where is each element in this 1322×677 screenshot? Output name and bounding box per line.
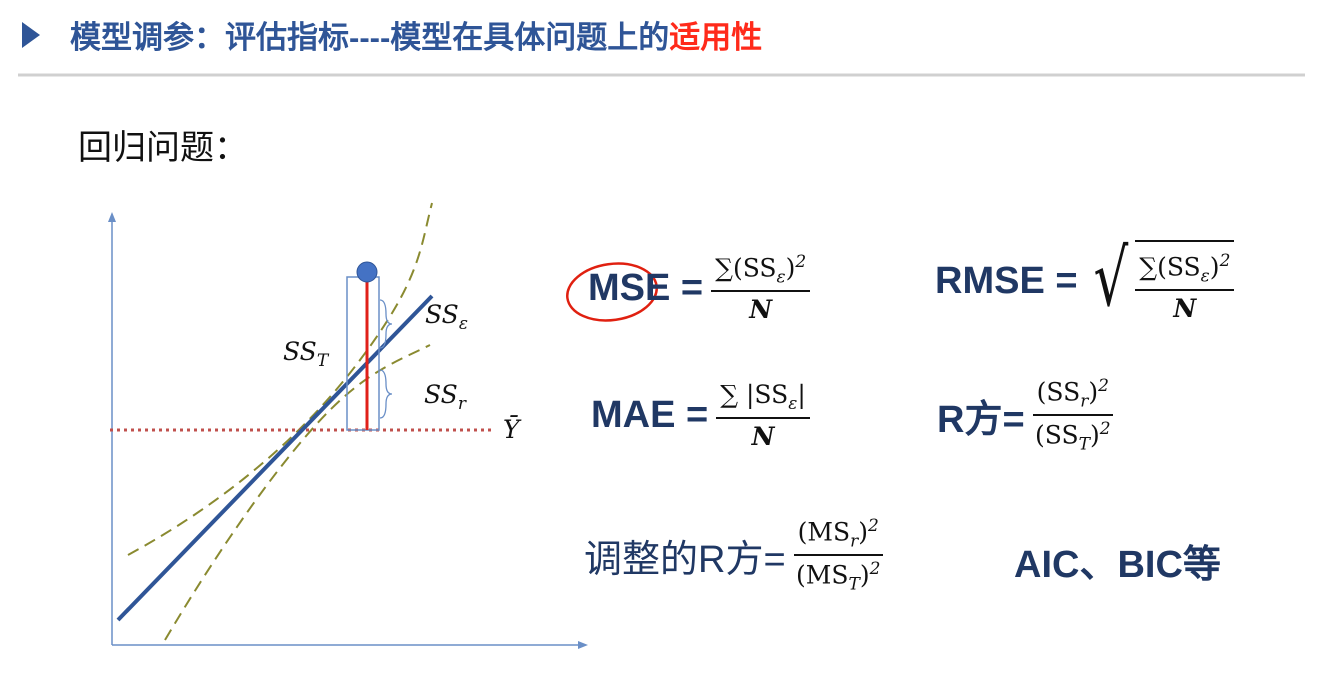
sqrt: √ ∑(SSε)2 N bbox=[1086, 240, 1235, 323]
formula-lhs: MSE = bbox=[588, 266, 704, 309]
label-ssr: SSr bbox=[424, 380, 466, 414]
segment: ) bbox=[858, 517, 869, 547]
fraction: ∑ |SSε| N bbox=[716, 380, 810, 451]
fraction: (MSr)2 (MST)2 bbox=[793, 516, 883, 595]
segment: (MS bbox=[796, 560, 849, 590]
formula-lhs: 调整的R方= bbox=[584, 538, 786, 581]
segment: T bbox=[848, 574, 860, 595]
title: 模型调参：评估指标----模型在具体问题上的适用性 bbox=[70, 12, 762, 57]
segment: ) bbox=[1209, 252, 1220, 281]
segment: 2 bbox=[1099, 419, 1111, 440]
segment: ε bbox=[776, 267, 786, 288]
segment: 2 bbox=[1098, 376, 1109, 396]
numerator: ∑ |SSε| bbox=[716, 380, 810, 419]
title-highlight: 适用性 bbox=[669, 20, 763, 55]
segment: ∑ |SS bbox=[720, 380, 789, 409]
segment: ) bbox=[859, 560, 870, 590]
note: AIC、BIC等 bbox=[1014, 544, 1221, 586]
segment: ε bbox=[788, 394, 798, 414]
segment: (SS bbox=[1036, 377, 1081, 407]
denominator: N bbox=[1173, 291, 1196, 323]
segment: SS bbox=[425, 300, 459, 329]
segment: ε bbox=[458, 314, 468, 334]
segment: N bbox=[751, 422, 775, 451]
segment: ∑(SS bbox=[1139, 252, 1201, 281]
marker bbox=[22, 22, 40, 48]
segment: SS bbox=[283, 337, 317, 366]
label-ybar: Ȳ bbox=[503, 415, 520, 444]
segment: ∑(SS bbox=[715, 253, 777, 283]
segment: (SS bbox=[1035, 420, 1079, 450]
formula-lhs: R方= bbox=[937, 398, 1025, 441]
segment: 2 bbox=[1219, 250, 1231, 271]
numerator: ∑(SSε)2 bbox=[711, 252, 811, 293]
segment: (MS bbox=[797, 517, 851, 547]
fraction: ∑(SSε)2 N bbox=[1135, 250, 1235, 323]
denominator: N bbox=[752, 419, 775, 451]
segment: 2 bbox=[795, 252, 807, 272]
radicand: ∑(SSε)2 N bbox=[1135, 240, 1235, 323]
radical: √ bbox=[1093, 234, 1128, 324]
formula-adj-r2: 调整的R方= (MSr)2 (MST)2 bbox=[584, 516, 883, 595]
formula-r2: R方= (SSr)2 (SST)2 bbox=[937, 376, 1113, 455]
segment: SS bbox=[424, 380, 458, 409]
segment: r bbox=[850, 531, 859, 552]
section-heading: 回归问题： bbox=[78, 129, 248, 167]
title-text: 模型调参：评估指标----模型在具体问题上的 bbox=[70, 20, 670, 55]
segment: T bbox=[1078, 434, 1090, 455]
segment: ) bbox=[785, 253, 796, 283]
denominator: (MST)2 bbox=[796, 556, 880, 594]
numerator: (MSr)2 bbox=[793, 516, 883, 557]
formula-rmse: RMSE = √ ∑(SSε)2 N bbox=[935, 240, 1235, 323]
segment: 2 bbox=[868, 516, 879, 536]
segment: ε bbox=[1200, 266, 1210, 286]
fraction: ∑(SSε)2 N bbox=[711, 252, 811, 324]
formula-mse: MSE = ∑(SSε)2 N bbox=[588, 252, 811, 324]
numerator: ∑(SSε)2 bbox=[1135, 250, 1235, 291]
segment: ) bbox=[1089, 420, 1100, 450]
segment: 2 bbox=[869, 559, 881, 580]
formula-lhs: MAE = bbox=[591, 394, 709, 436]
fraction: (SSr)2 (SST)2 bbox=[1032, 376, 1113, 455]
segment: N bbox=[1173, 294, 1197, 323]
label-sse: SSε bbox=[425, 300, 468, 334]
numerator: (SSr)2 bbox=[1032, 376, 1113, 417]
segment: Ȳ bbox=[503, 415, 520, 444]
formula-mae: MAE = ∑ |SSε| N bbox=[591, 380, 810, 451]
regression-diagram bbox=[108, 202, 588, 649]
segment: T bbox=[316, 351, 329, 371]
denominator: N bbox=[749, 292, 772, 324]
formula-lhs: RMSE = bbox=[935, 260, 1078, 302]
segment: r bbox=[457, 394, 466, 414]
annotation-circle bbox=[566, 262, 658, 322]
label-sst: SST bbox=[283, 337, 328, 371]
segment: r bbox=[1080, 391, 1089, 412]
segment: | bbox=[797, 380, 806, 409]
segment: N bbox=[749, 295, 773, 325]
denominator: (SST)2 bbox=[1035, 416, 1111, 454]
segment: ) bbox=[1088, 377, 1099, 407]
